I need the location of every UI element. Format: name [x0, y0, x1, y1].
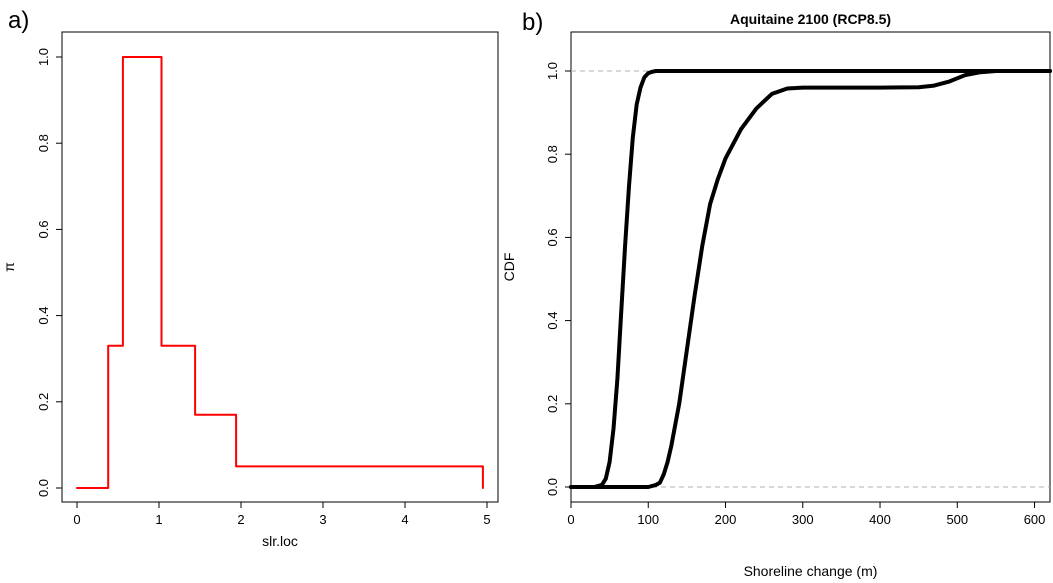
- plot-frame-b: [570, 31, 1051, 503]
- y-tick-label-a-3: 0.6: [36, 220, 51, 238]
- x-tick-label-b-4: 400: [869, 512, 891, 527]
- y-tick-label-a-1: 0.2: [36, 393, 51, 411]
- chart-title-b: Aquitaine 2100 (RCP8.5): [730, 11, 891, 27]
- x-tick-label-b-5: 500: [946, 512, 968, 527]
- series-line-b-1: [569, 69, 1052, 489]
- x-tick-label-b-6: 600: [1024, 512, 1046, 527]
- y-tick-label-b-3: 0.6: [545, 228, 560, 246]
- y-tick-label-a-0: 0.0: [36, 479, 51, 497]
- x-axis-label-b: Shoreline change (m): [744, 563, 878, 579]
- y-tick-label-a-5: 1.0: [36, 48, 51, 66]
- y-tick-label-b-5: 1.0: [545, 62, 560, 80]
- series-line-b-0: [569, 69, 1052, 489]
- x-tick-label-b-1: 100: [637, 512, 659, 527]
- y-axis-label-b: CDF: [501, 253, 517, 282]
- x-tick-label-a-1: 1: [155, 512, 162, 527]
- y-tick-label-b-4: 0.8: [545, 145, 560, 163]
- panel-b: 0 100 200 300 400 500 600 0.0 0.2 0.4 0.6 0.8 1.0 Sho…: [501, 9, 1052, 579]
- x-tick-label-a-0: 0: [73, 512, 80, 527]
- y-tick-label-b-1: 0.2: [545, 395, 560, 413]
- x-tick-label-b-3: 300: [792, 512, 814, 527]
- panel-a: 0 1 2 3 4 5 0.0 0.2 0.4 0.6 0.8 1.0 slr.loc π a): [1, 7, 499, 549]
- y-tick-label-a-2: 0.4: [36, 307, 51, 325]
- y-tick-label-a-4: 0.8: [36, 134, 51, 152]
- x-tick-label-a-4: 4: [401, 512, 408, 527]
- x-tick-label-a-5: 5: [483, 512, 490, 527]
- x-tick-label-a-2: 2: [237, 512, 244, 527]
- y-tick-label-b-0: 0.0: [545, 478, 560, 496]
- x-tick-label-b-2: 200: [715, 512, 737, 527]
- plot-frame-a: [61, 31, 499, 503]
- x-tick-label-a-3: 3: [319, 512, 326, 527]
- y-tick-label-b-2: 0.4: [545, 312, 560, 330]
- panel-label-b: b): [522, 9, 543, 36]
- panel-label-a: a): [8, 7, 29, 34]
- x-tick-label-b-0: 0: [567, 512, 574, 527]
- x-axis-label-a: slr.loc: [262, 533, 298, 549]
- y-axis-label-a: π: [1, 262, 17, 272]
- series-line-a-0: [76, 56, 484, 489]
